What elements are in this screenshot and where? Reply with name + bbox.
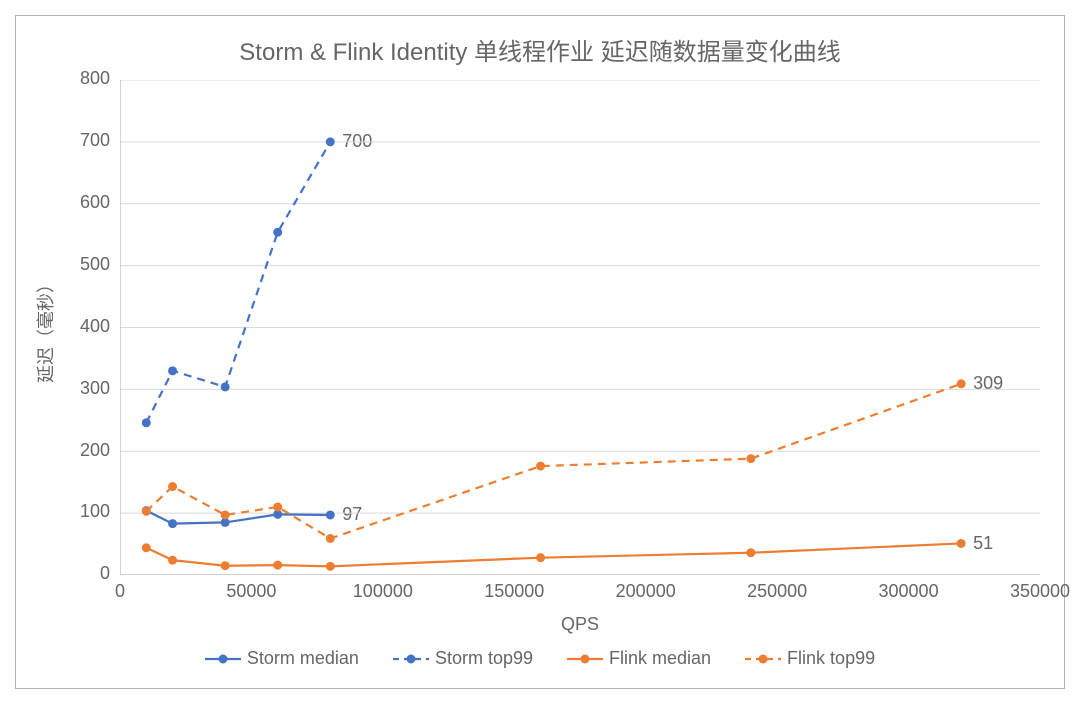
legend-swatch xyxy=(205,651,241,667)
x-tick-label: 300000 xyxy=(859,581,959,602)
y-tick-label: 700 xyxy=(80,130,110,151)
x-axis-label: QPS xyxy=(480,614,680,635)
series-marker xyxy=(326,534,335,543)
y-tick-label: 100 xyxy=(80,501,110,522)
legend-label: Storm median xyxy=(247,648,359,669)
series-marker xyxy=(957,379,966,388)
series-marker xyxy=(221,382,230,391)
x-tick-label: 150000 xyxy=(464,581,564,602)
legend: Storm median Storm top99 Flink median Flink… xyxy=(160,648,920,669)
series-marker xyxy=(536,553,545,562)
legend-item: Storm median xyxy=(205,648,359,669)
series-marker xyxy=(168,556,177,565)
x-tick-label: 50000 xyxy=(201,581,301,602)
x-tick-label: 350000 xyxy=(990,581,1080,602)
y-tick-label: 300 xyxy=(80,378,110,399)
legend-item: Storm top99 xyxy=(393,648,533,669)
series-marker xyxy=(142,507,151,516)
series-marker xyxy=(273,502,282,511)
series-marker xyxy=(326,510,335,519)
series-marker xyxy=(142,418,151,427)
plot-area xyxy=(120,80,1040,575)
x-tick-label: 250000 xyxy=(727,581,827,602)
legend-swatch xyxy=(393,651,429,667)
series-marker xyxy=(746,454,755,463)
series-marker xyxy=(746,548,755,557)
x-tick-label: 100000 xyxy=(333,581,433,602)
series-marker xyxy=(273,228,282,237)
chart-title: Storm & Flink Identity 单线程作业 延迟随数据量变化曲线 xyxy=(140,32,940,67)
series-marker xyxy=(957,539,966,548)
legend-label: Flink median xyxy=(609,648,711,669)
x-tick-label: 0 xyxy=(70,581,170,602)
legend-item: Flink top99 xyxy=(745,648,875,669)
series-marker xyxy=(326,137,335,146)
series-marker xyxy=(168,519,177,528)
y-tick-label: 400 xyxy=(80,316,110,337)
legend-swatch xyxy=(567,651,603,667)
legend-label: Storm top99 xyxy=(435,648,533,669)
y-tick-label: 500 xyxy=(80,254,110,275)
series-line-storm-top99 xyxy=(146,142,330,423)
series-marker xyxy=(168,366,177,375)
series-marker xyxy=(142,543,151,552)
series-line-flink-median xyxy=(146,543,961,566)
series-marker xyxy=(221,510,230,519)
series-marker xyxy=(536,462,545,471)
legend-swatch xyxy=(745,651,781,667)
y-axis-label: 延迟（毫秒） xyxy=(32,229,58,429)
series-marker xyxy=(221,561,230,570)
legend-item: Flink median xyxy=(567,648,711,669)
y-tick-label: 800 xyxy=(80,68,110,89)
legend-label: Flink top99 xyxy=(787,648,875,669)
series-marker xyxy=(326,562,335,571)
series-marker xyxy=(273,561,282,570)
x-tick-label: 200000 xyxy=(596,581,696,602)
y-tick-label: 600 xyxy=(80,192,110,213)
y-tick-label: 200 xyxy=(80,440,110,461)
series-marker xyxy=(168,482,177,491)
